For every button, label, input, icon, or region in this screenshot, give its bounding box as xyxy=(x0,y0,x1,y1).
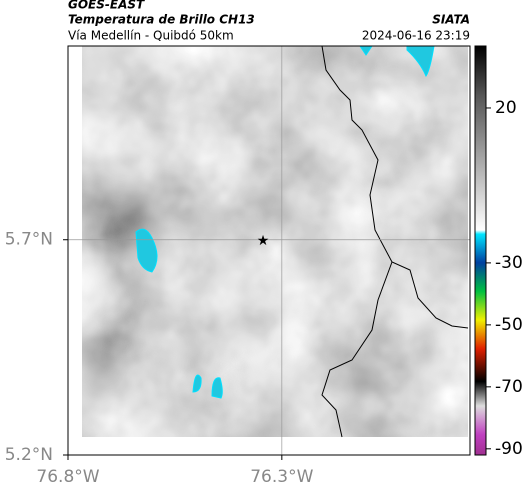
datetime: 2024-06-16 23:19 xyxy=(362,29,470,43)
colorbar-tick-label: -70 xyxy=(495,377,523,397)
borders xyxy=(321,45,469,438)
colorbar-tick-label: -90 xyxy=(495,439,523,459)
colorbar-tick-label: -30 xyxy=(495,253,523,273)
product: Temperatura de Brillo CH13 xyxy=(68,13,255,27)
colorbar xyxy=(474,45,487,456)
source: SIATA xyxy=(432,13,470,27)
region: Vía Medellín - Quibdó 50km xyxy=(68,29,234,43)
cold-clouds xyxy=(135,45,435,399)
x-tick-label: 76.8°W xyxy=(36,467,99,487)
location-marker: ★ xyxy=(257,233,270,249)
y-tick-label: 5.2°N xyxy=(5,445,53,465)
colorbar-tick-label: -50 xyxy=(495,315,523,335)
map-frame xyxy=(67,45,471,456)
satellite: GOES-EAST xyxy=(68,0,145,12)
y-tick-label: 5.7°N xyxy=(5,230,53,250)
x-tick-label: 76.3°W xyxy=(250,467,313,487)
colorbar-tick-label: 20 xyxy=(495,98,517,118)
